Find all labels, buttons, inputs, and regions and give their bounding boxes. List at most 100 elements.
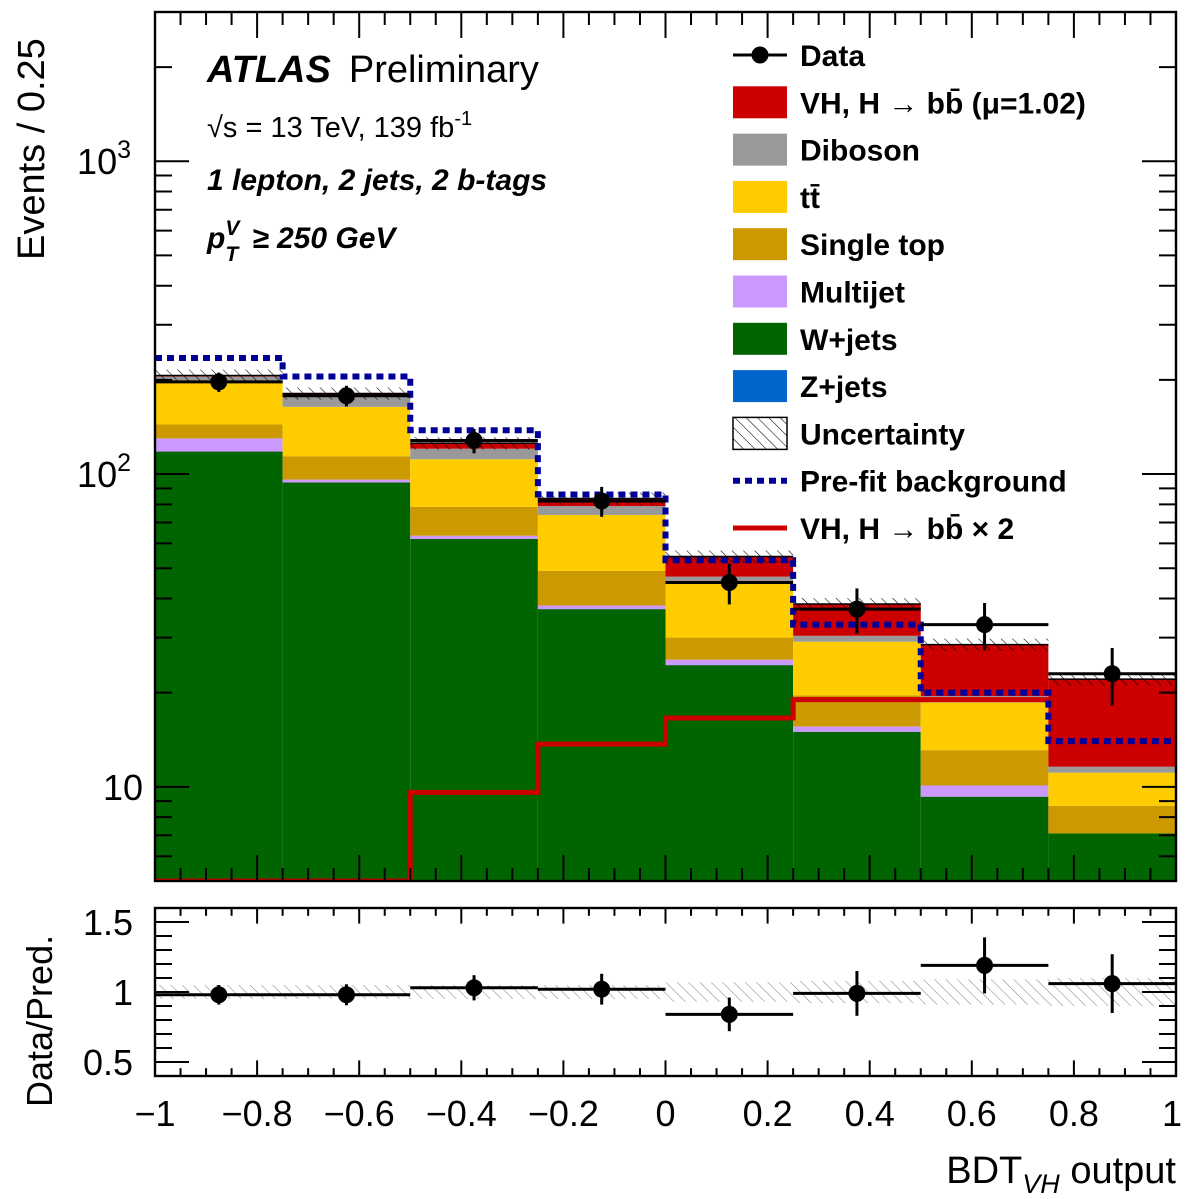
ratio-y-tick-label: 1.5: [83, 902, 133, 943]
ratio-band-bin-5: [665, 982, 794, 1002]
data-point-4: [537, 486, 666, 517]
y-axis-label: Events / 0.25: [11, 38, 53, 260]
bar-tt-bin-4: [537, 514, 666, 571]
prefit-background-line: [155, 354, 1176, 745]
legend-item-tt: tt̄: [733, 180, 820, 215]
data-point-6: [793, 588, 921, 634]
ratio-y-axis-label: Data/Pred.: [19, 935, 60, 1107]
bar-w-jets-bin-2: [282, 482, 411, 881]
bar-single-top-bin-5: [665, 637, 794, 660]
energy-lumi-label: √s = 13 TeV, 139 fb-1: [207, 108, 472, 144]
ptv-cut-label: pV T ≥ 250 GeV: [206, 217, 398, 266]
bar-single-top-bin-3: [410, 506, 538, 536]
atlas-label: ATLAS Preliminary: [206, 49, 539, 91]
legend-item-uncertainty: Uncertainty: [732, 416, 965, 451]
ratio-point-1: [155, 985, 283, 1005]
stacked-histogram: [155, 369, 1176, 881]
bar-multijet-bin-4: [537, 605, 666, 610]
experiment-name: ATLAS: [206, 49, 331, 91]
data-point-1: [155, 372, 283, 392]
legend-item-vh-h-bb-2: VH, H → bb̄ × 2: [733, 513, 1014, 546]
ratio-y-tick-label: 0.5: [83, 1042, 133, 1083]
ratio-point-6: [793, 971, 921, 1016]
data-point-8: [1048, 647, 1176, 706]
x-tick-label: 0.6: [947, 1093, 997, 1134]
ratio-point-5: [665, 997, 794, 1032]
x-axis-label-suffix: output: [1060, 1150, 1177, 1192]
x-tick-label: 0: [655, 1093, 675, 1134]
energy-sup: -1: [454, 108, 472, 130]
legend-label: Single top: [800, 229, 945, 262]
bar-multijet-bin-7: [920, 785, 1049, 797]
legend-item-multijet: Multijet: [733, 275, 905, 310]
bar-diboson-bin-8: [1048, 766, 1176, 773]
bar-w-jets-bin-5: [665, 665, 794, 881]
legend-item-diboson: Diboson: [733, 133, 920, 168]
data-point-7: [920, 603, 1049, 651]
x-tick-label: 0.2: [743, 1093, 793, 1134]
x-tick-label: 0.4: [845, 1093, 895, 1134]
legend-label: tt̄: [800, 182, 820, 215]
bar-multijet-bin-6: [793, 726, 921, 732]
legend-item-vh-h-bb-1-02: VH, H → bb̄ (μ=1.02): [733, 86, 1086, 120]
bar-single-top-bin-7: [920, 750, 1049, 786]
bar-diboson-bin-6: [793, 635, 921, 642]
legend-item-w-jets: W+jets: [733, 322, 898, 357]
bar-single-top-bin-2: [282, 456, 411, 480]
bar-tt-bin-2: [282, 406, 411, 457]
ratio-point-4: [537, 973, 666, 1005]
x-tick-label: −0.4: [426, 1093, 497, 1134]
legend-label: VH, H → bb̄ (μ=1.02): [800, 87, 1086, 120]
bar-single-top-bin-8: [1048, 805, 1176, 834]
ratio-uncertainty-band: [155, 978, 1176, 1006]
bar-multijet-bin-2: [282, 479, 411, 483]
main-axis-ticks: 10 102 103 −1 −0.8 −0.6 −0.4 −0.2 0 0.2 0.4 0.6 0.8 1: [77, 11, 1182, 1134]
bar-multijet-bin-5: [665, 659, 794, 666]
overlay-lines: [155, 354, 1176, 881]
legend-label: Diboson: [800, 135, 920, 168]
legend-item-data: Data: [733, 40, 865, 73]
bar-tt-bin-7: [920, 702, 1049, 751]
x-axis-label-sub: VH: [1022, 1169, 1060, 1199]
bar-diboson-bin-3: [410, 448, 538, 460]
ratio-point-3: [410, 975, 538, 1001]
energy-text: √s = 13 TeV, 139 fb: [207, 112, 454, 144]
ratio-y-tick-label: 1: [113, 972, 133, 1013]
ratio-data-points: [155, 937, 1176, 1032]
x-axis-label-main: BDT: [946, 1150, 1022, 1192]
y-tick-label: 10: [103, 767, 143, 808]
y-tick-label: 102: [77, 449, 131, 495]
ratio-point-2: [282, 984, 411, 1006]
data-points: [155, 372, 1176, 706]
x-tick-label: −0.8: [222, 1093, 293, 1134]
legend-label: Uncertainty: [800, 418, 965, 451]
x-tick-label: −0.2: [528, 1093, 599, 1134]
legend-item-single-top: Single top: [733, 228, 945, 262]
legend-label: Multijet: [800, 277, 905, 310]
legend-label: VH, H → bb̄ × 2: [800, 513, 1014, 546]
data-point-3: [410, 428, 538, 454]
x-axis-label: BDTVH output: [946, 1150, 1176, 1199]
x-tick-label: −0.6: [324, 1093, 395, 1134]
legend-label: Z+jets: [800, 371, 888, 404]
signal-x2-line: [155, 697, 1176, 881]
ratio-axis-ticks: 0.5 1 1.5: [83, 902, 1176, 1083]
bar-tt-bin-8: [1048, 772, 1176, 806]
bar-w-jets-bin-8: [1048, 833, 1176, 881]
ratio-point-8: [1048, 954, 1176, 1013]
bar-w-jets-bin-6: [793, 731, 921, 881]
x-tick-label: −1: [134, 1093, 175, 1134]
ratio-point-7: [920, 937, 1049, 994]
legend-label: Pre-fit background: [800, 466, 1067, 499]
legend: Data VH, H → bb̄ (μ=1.02) Diboson tt̄ Single…: [732, 40, 1086, 546]
bar-multijet-bin-3: [410, 535, 538, 539]
bar-single-top-bin-4: [537, 570, 666, 606]
ptv-cut-value: ≥ 250 GeV: [252, 222, 398, 255]
legend-label: Data: [800, 40, 865, 73]
legend-item-z-jets: Z+jets: [733, 370, 888, 404]
bar-w-jets-bin-7: [920, 796, 1049, 881]
status-label: Preliminary: [349, 49, 539, 91]
legend-label: W+jets: [800, 324, 898, 357]
data-point-5: [665, 563, 794, 605]
